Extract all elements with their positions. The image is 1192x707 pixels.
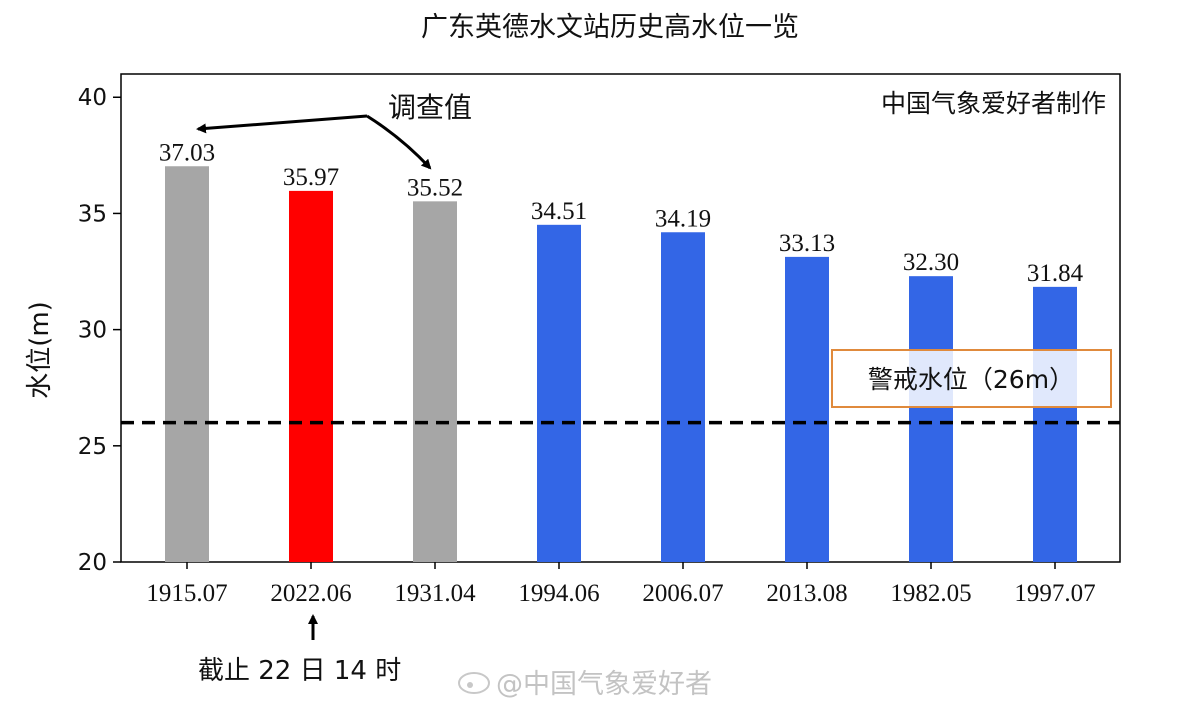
x-tick-labels: 1915.07 2022.06 1931.04 1994.06 2006.07 2013.… — [146, 562, 1096, 607]
credit-text: 中国气象爱好者制作 — [881, 89, 1106, 118]
value-labels: 37.03 35.97 35.52 34.51 34.19 33.13 32.30 31.84 — [159, 139, 1084, 287]
bar-value-label: 32.30 — [903, 249, 959, 276]
bar-value-label: 35.97 — [283, 164, 339, 191]
weibo-logo-dot-icon — [467, 682, 473, 688]
survey-arrow-right — [366, 114, 432, 170]
bar — [1033, 286, 1077, 562]
x-tick-label: 1994.06 — [518, 580, 599, 607]
y-tick-label: 20 — [78, 550, 107, 576]
bar-value-label: 31.84 — [1027, 260, 1084, 287]
bars — [165, 166, 1077, 562]
warning-level-label: 警戒水位（26m） — [868, 365, 1074, 394]
bar — [289, 190, 333, 562]
survey-value-label: 调查值 — [388, 91, 472, 124]
weibo-logo-icon — [458, 672, 490, 694]
x-tick-label: 1997.07 — [1014, 580, 1095, 607]
cutoff-note: 截止 22 日 14 时 — [198, 656, 401, 686]
y-axis-label: 水位(m) — [25, 301, 55, 399]
watermark-text: @中国气象爱好者 — [496, 669, 712, 700]
bar — [909, 276, 953, 562]
x-tick-label: 1982.05 — [890, 580, 971, 607]
x-tick-label: 2022.06 — [270, 580, 351, 607]
watermark: @中国气象爱好者 — [458, 669, 712, 700]
bar — [661, 232, 705, 562]
y-ticks: 20 25 30 35 40 — [78, 85, 121, 576]
bar-value-label: 33.13 — [779, 230, 835, 257]
bar — [165, 166, 209, 562]
warning-level-box — [831, 349, 1112, 408]
x-tick-label: 2013.08 — [766, 580, 847, 607]
chart-title: 广东英德水文站历史高水位一览 — [421, 12, 799, 43]
bar — [413, 201, 457, 562]
bar-value-label: 34.51 — [531, 198, 587, 225]
plot-frame — [120, 73, 1121, 563]
y-tick-label: 30 — [78, 318, 107, 344]
bar-value-label: 34.19 — [655, 205, 711, 232]
x-tick-label: 2006.07 — [642, 580, 723, 607]
bar-value-label: 37.03 — [159, 139, 215, 166]
bar — [537, 224, 581, 562]
bar — [785, 256, 829, 562]
x-tick-label: 1931.04 — [394, 580, 476, 607]
y-tick-label: 35 — [78, 201, 107, 227]
y-tick-label: 25 — [78, 434, 107, 460]
survey-arrow-left — [196, 114, 368, 134]
y-tick-label: 40 — [78, 85, 107, 111]
bar-value-label: 35.52 — [407, 174, 463, 201]
x-tick-label: 1915.07 — [146, 580, 227, 607]
